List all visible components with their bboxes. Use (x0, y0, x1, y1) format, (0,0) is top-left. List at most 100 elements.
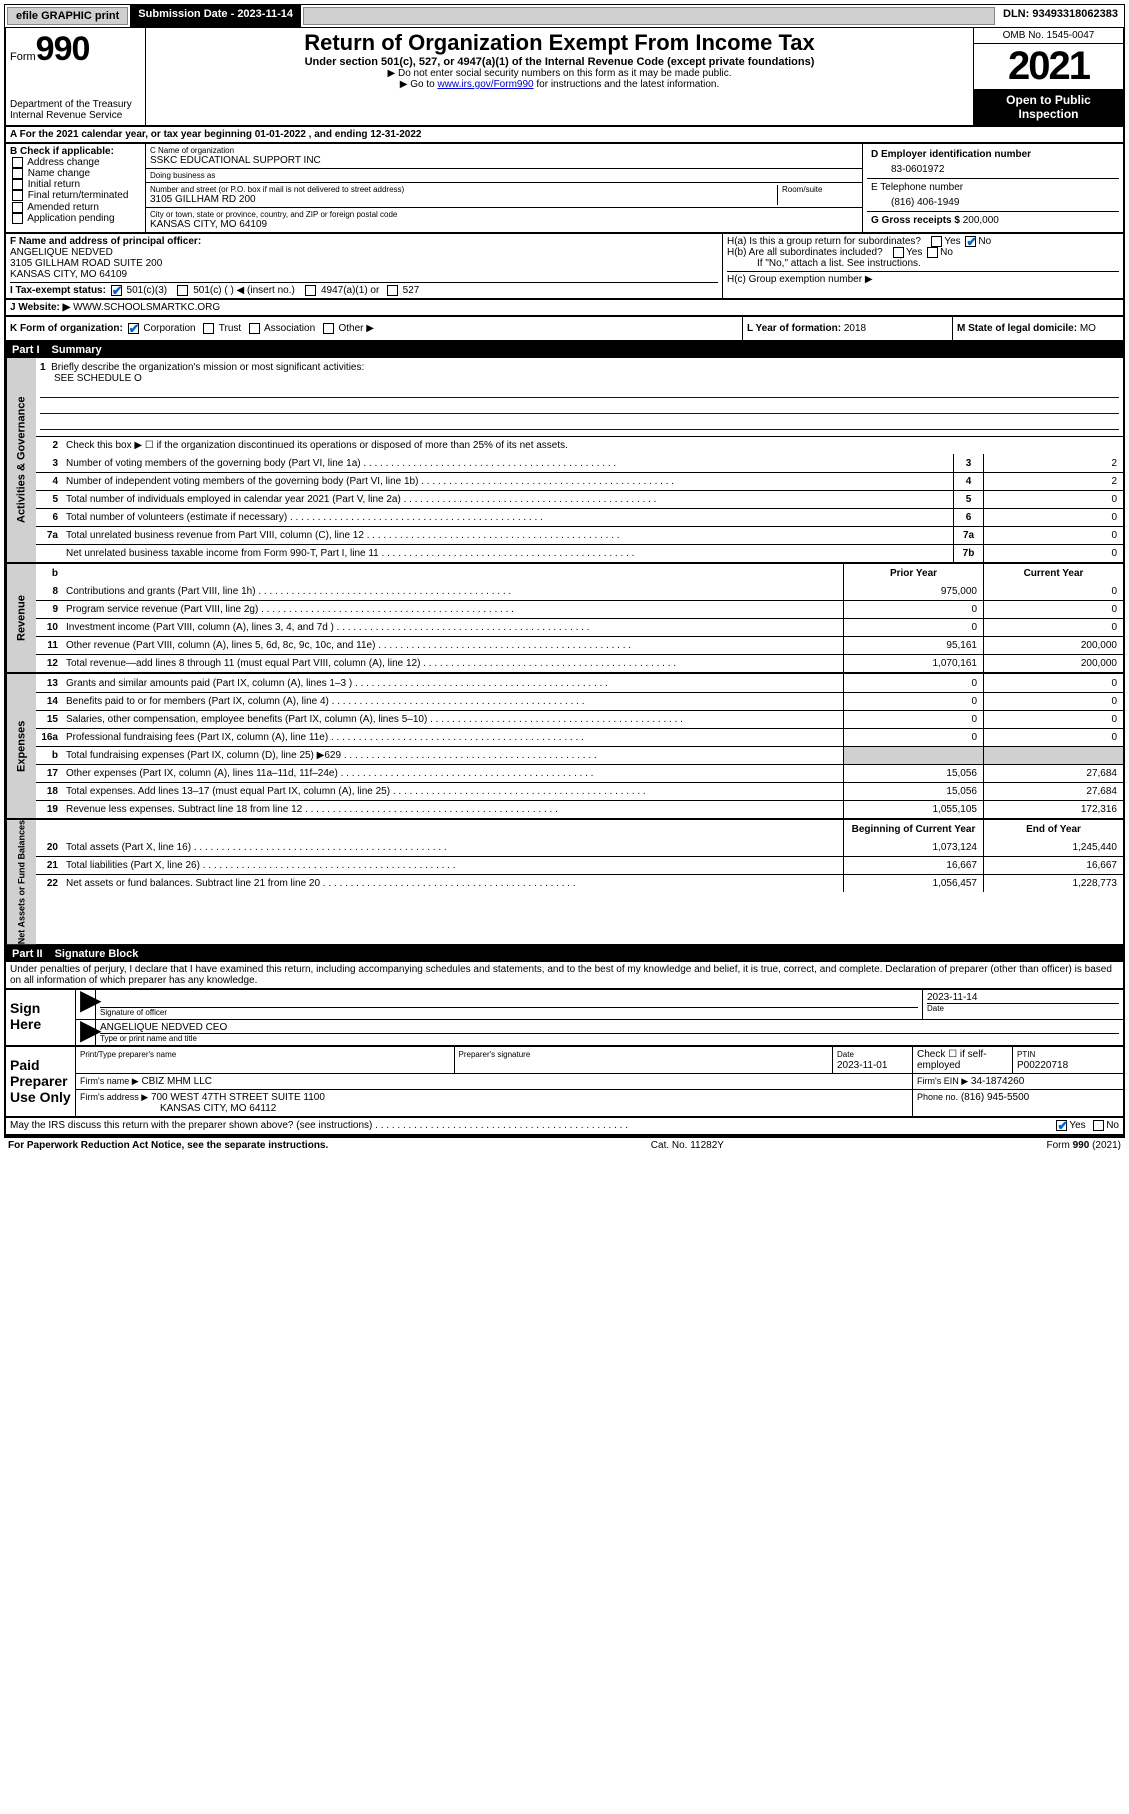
blank-button[interactable] (303, 7, 995, 25)
section-expenses: Expenses 13 Grants and similar amounts p… (4, 674, 1125, 820)
ph5-lbl: PTIN (1017, 1050, 1035, 1059)
note-ssn: ▶ Do not enter social security numbers o… (152, 68, 967, 79)
checkbox-icon[interactable] (111, 285, 122, 296)
num: 19 (36, 804, 64, 815)
vtab-ag: Activities & Governance (6, 358, 36, 562)
cb-app-lbl: Application pending (27, 213, 114, 224)
num: 22 (36, 878, 64, 889)
current-year (983, 747, 1123, 764)
current-year: 0 (983, 582, 1123, 600)
checkbox-icon[interactable] (387, 285, 398, 296)
sig-date: 2023-11-14 Date (923, 990, 1123, 1019)
irs-link[interactable]: www.irs.gov/Form990 (437, 79, 533, 90)
vtab-exp: Expenses (6, 674, 36, 818)
checkbox-icon[interactable] (12, 213, 23, 224)
checkbox-icon[interactable] (12, 179, 23, 190)
num: 10 (36, 622, 64, 633)
current-year: 1,245,440 (983, 838, 1123, 856)
efile-print-button[interactable]: efile GRAPHIC print (7, 7, 128, 25)
h-c: H(c) Group exemption number ▶ (727, 271, 1119, 285)
rev-body: b Prior Year Current Year 8 Contribution… (36, 564, 1123, 672)
line-box: 4 (953, 473, 983, 490)
desc: Net assets or fund balances. Subtract li… (64, 876, 843, 891)
discuss-row: May the IRS discuss this return with the… (4, 1118, 1125, 1135)
desc: Net unrelated business taxable income fr… (64, 546, 953, 561)
c-city-lbl: City or town, state or province, country… (150, 210, 858, 219)
cb-addr: Address change (10, 157, 141, 168)
row-klm: K Form of organization: Corporation Trus… (4, 317, 1125, 342)
checkbox-icon[interactable] (1056, 1120, 1067, 1131)
faddr-lbl: Firm's address ▶ (80, 1092, 148, 1102)
na-cy-hdr: End of Year (983, 820, 1123, 838)
checkbox-icon[interactable] (12, 190, 23, 201)
checkbox-icon[interactable] (12, 202, 23, 213)
header-left: Form990 Department of the Treasury Inter… (6, 28, 146, 125)
part1-header: Part I Summary (4, 342, 1125, 358)
blank (64, 827, 843, 831)
f-lbl: F Name and address of principal officer: (10, 236, 718, 247)
d-tel: E Telephone number (816) 406-1949 (867, 179, 1119, 212)
checkbox-icon[interactable] (203, 323, 214, 334)
checkbox-icon[interactable] (1093, 1120, 1104, 1131)
discuss-yn: Yes No (939, 1120, 1119, 1131)
line-val: 0 (983, 545, 1123, 562)
checkbox-icon[interactable] (965, 236, 976, 247)
name-lbl: Type or print name and title (100, 1034, 1119, 1043)
d-gross: G Gross receipts $ 200,000 (867, 212, 1119, 229)
part1-title: Summary (52, 344, 102, 356)
firm-lbl: Firm's name ▶ (80, 1076, 139, 1086)
checkbox-icon[interactable] (931, 236, 942, 247)
form-label: Form990 (10, 30, 141, 69)
k-o4: Other ▶ (338, 323, 373, 334)
cb-name-lbl: Name change (28, 168, 90, 179)
checkbox-icon[interactable] (249, 323, 260, 334)
cb-amend: Amended return (10, 202, 141, 213)
note-post: for instructions and the latest informat… (534, 79, 720, 90)
discuss-lbl: May the IRS discuss this return with the… (10, 1120, 372, 1131)
summary-line: b Total fundraising expenses (Part IX, c… (36, 746, 1123, 764)
street-addr: 3105 GILLHAM RD 200 (150, 194, 773, 205)
row-a-text: A For the 2021 calendar year, or tax yea… (10, 129, 421, 140)
firm-cell: Firm's name ▶ CBIZ MHM LLC (76, 1074, 913, 1089)
part2-header: Part II Signature Block (4, 946, 1125, 962)
line-1: 1 Briefly describe the organization's mi… (36, 358, 1123, 436)
checkbox-icon[interactable] (305, 285, 316, 296)
checkbox-icon[interactable] (177, 285, 188, 296)
row-j: J Website: ▶ WWW.SCHOOLSMARTKC.ORG (4, 300, 1125, 317)
open-l1: Open to Public (978, 93, 1119, 107)
checkbox-icon[interactable] (927, 247, 938, 258)
desc: Other revenue (Part VIII, column (A), li… (64, 638, 843, 653)
sig-name: ANGELIQUE NEDVED CEO Type or print name … (96, 1020, 1123, 1045)
bracket-icon: ▶ (76, 1020, 96, 1045)
num: 14 (36, 696, 64, 707)
f-l3: KANSAS CITY, MO 64109 (10, 269, 718, 280)
c-name-row: C Name of organization SSKC EDUCATIONAL … (146, 144, 862, 169)
checkbox-icon[interactable] (12, 168, 23, 179)
col-b-hdr: B Check if applicable: (10, 146, 141, 157)
prior-year: 0 (843, 693, 983, 710)
summary-line: 13 Grants and similar amounts paid (Part… (36, 674, 1123, 692)
num: 9 (36, 604, 64, 615)
sign-right: ▶ Signature of officer 2023-11-14 Date ▶… (76, 990, 1123, 1045)
c-dba-row: Doing business as (146, 169, 862, 183)
current-year: 16,667 (983, 857, 1123, 874)
num: 4 (36, 476, 64, 487)
c-city-row: City or town, state or province, country… (146, 208, 862, 232)
checkbox-icon[interactable] (323, 323, 334, 334)
irs-label: Internal Revenue Service (10, 110, 141, 121)
fein-lbl: Firm's EIN ▶ (917, 1076, 968, 1086)
cb-final-lbl: Final return/terminated (28, 191, 129, 202)
desc: Total number of individuals employed in … (64, 492, 953, 507)
desc: Total fundraising expenses (Part IX, col… (64, 748, 843, 763)
checkbox-icon[interactable] (893, 247, 904, 258)
desc: Professional fundraising fees (Part IX, … (64, 730, 843, 745)
current-year: 0 (983, 619, 1123, 636)
summary-line: 11 Other revenue (Part VIII, column (A),… (36, 636, 1123, 654)
i-o1: 501(c)(3) (127, 285, 168, 296)
cb-final: Final return/terminated (10, 190, 141, 201)
checkbox-icon[interactable] (128, 323, 139, 334)
checkbox-icon[interactable] (12, 157, 23, 168)
sig-officer: Signature of officer (96, 990, 923, 1019)
line-box: 7b (953, 545, 983, 562)
summary-line: 21 Total liabilities (Part X, line 26) 1… (36, 856, 1123, 874)
